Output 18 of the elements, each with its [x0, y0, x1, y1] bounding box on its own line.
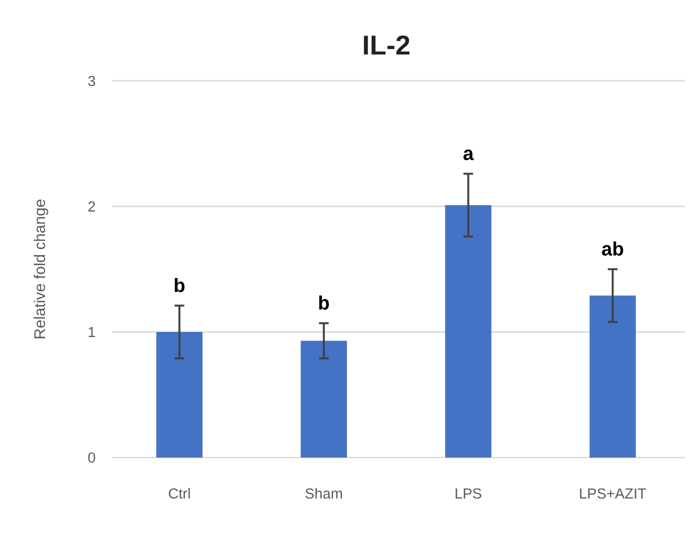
- x-tick-label: LPS: [454, 486, 482, 502]
- y-tick-label: 3: [88, 74, 96, 90]
- annotation: ab: [601, 238, 624, 261]
- bar: [300, 340, 347, 458]
- annotation: b: [173, 275, 186, 298]
- y-tick-label: 1: [88, 325, 96, 342]
- chart-title: IL-2: [362, 30, 410, 61]
- y-axis-title: Relative fold change: [32, 198, 50, 340]
- y-tick-label: 2: [88, 199, 96, 216]
- bar: [445, 205, 492, 458]
- annotation: a: [462, 143, 474, 166]
- y-tick-label: 0: [88, 450, 96, 467]
- bar: [156, 332, 203, 458]
- x-tick-label: LPS+AZIT: [578, 486, 647, 502]
- x-tick-label: Sham: [304, 486, 343, 502]
- bar: [590, 296, 636, 458]
- annotation: b: [318, 292, 330, 315]
- x-tick-label: Ctrl: [168, 486, 191, 502]
